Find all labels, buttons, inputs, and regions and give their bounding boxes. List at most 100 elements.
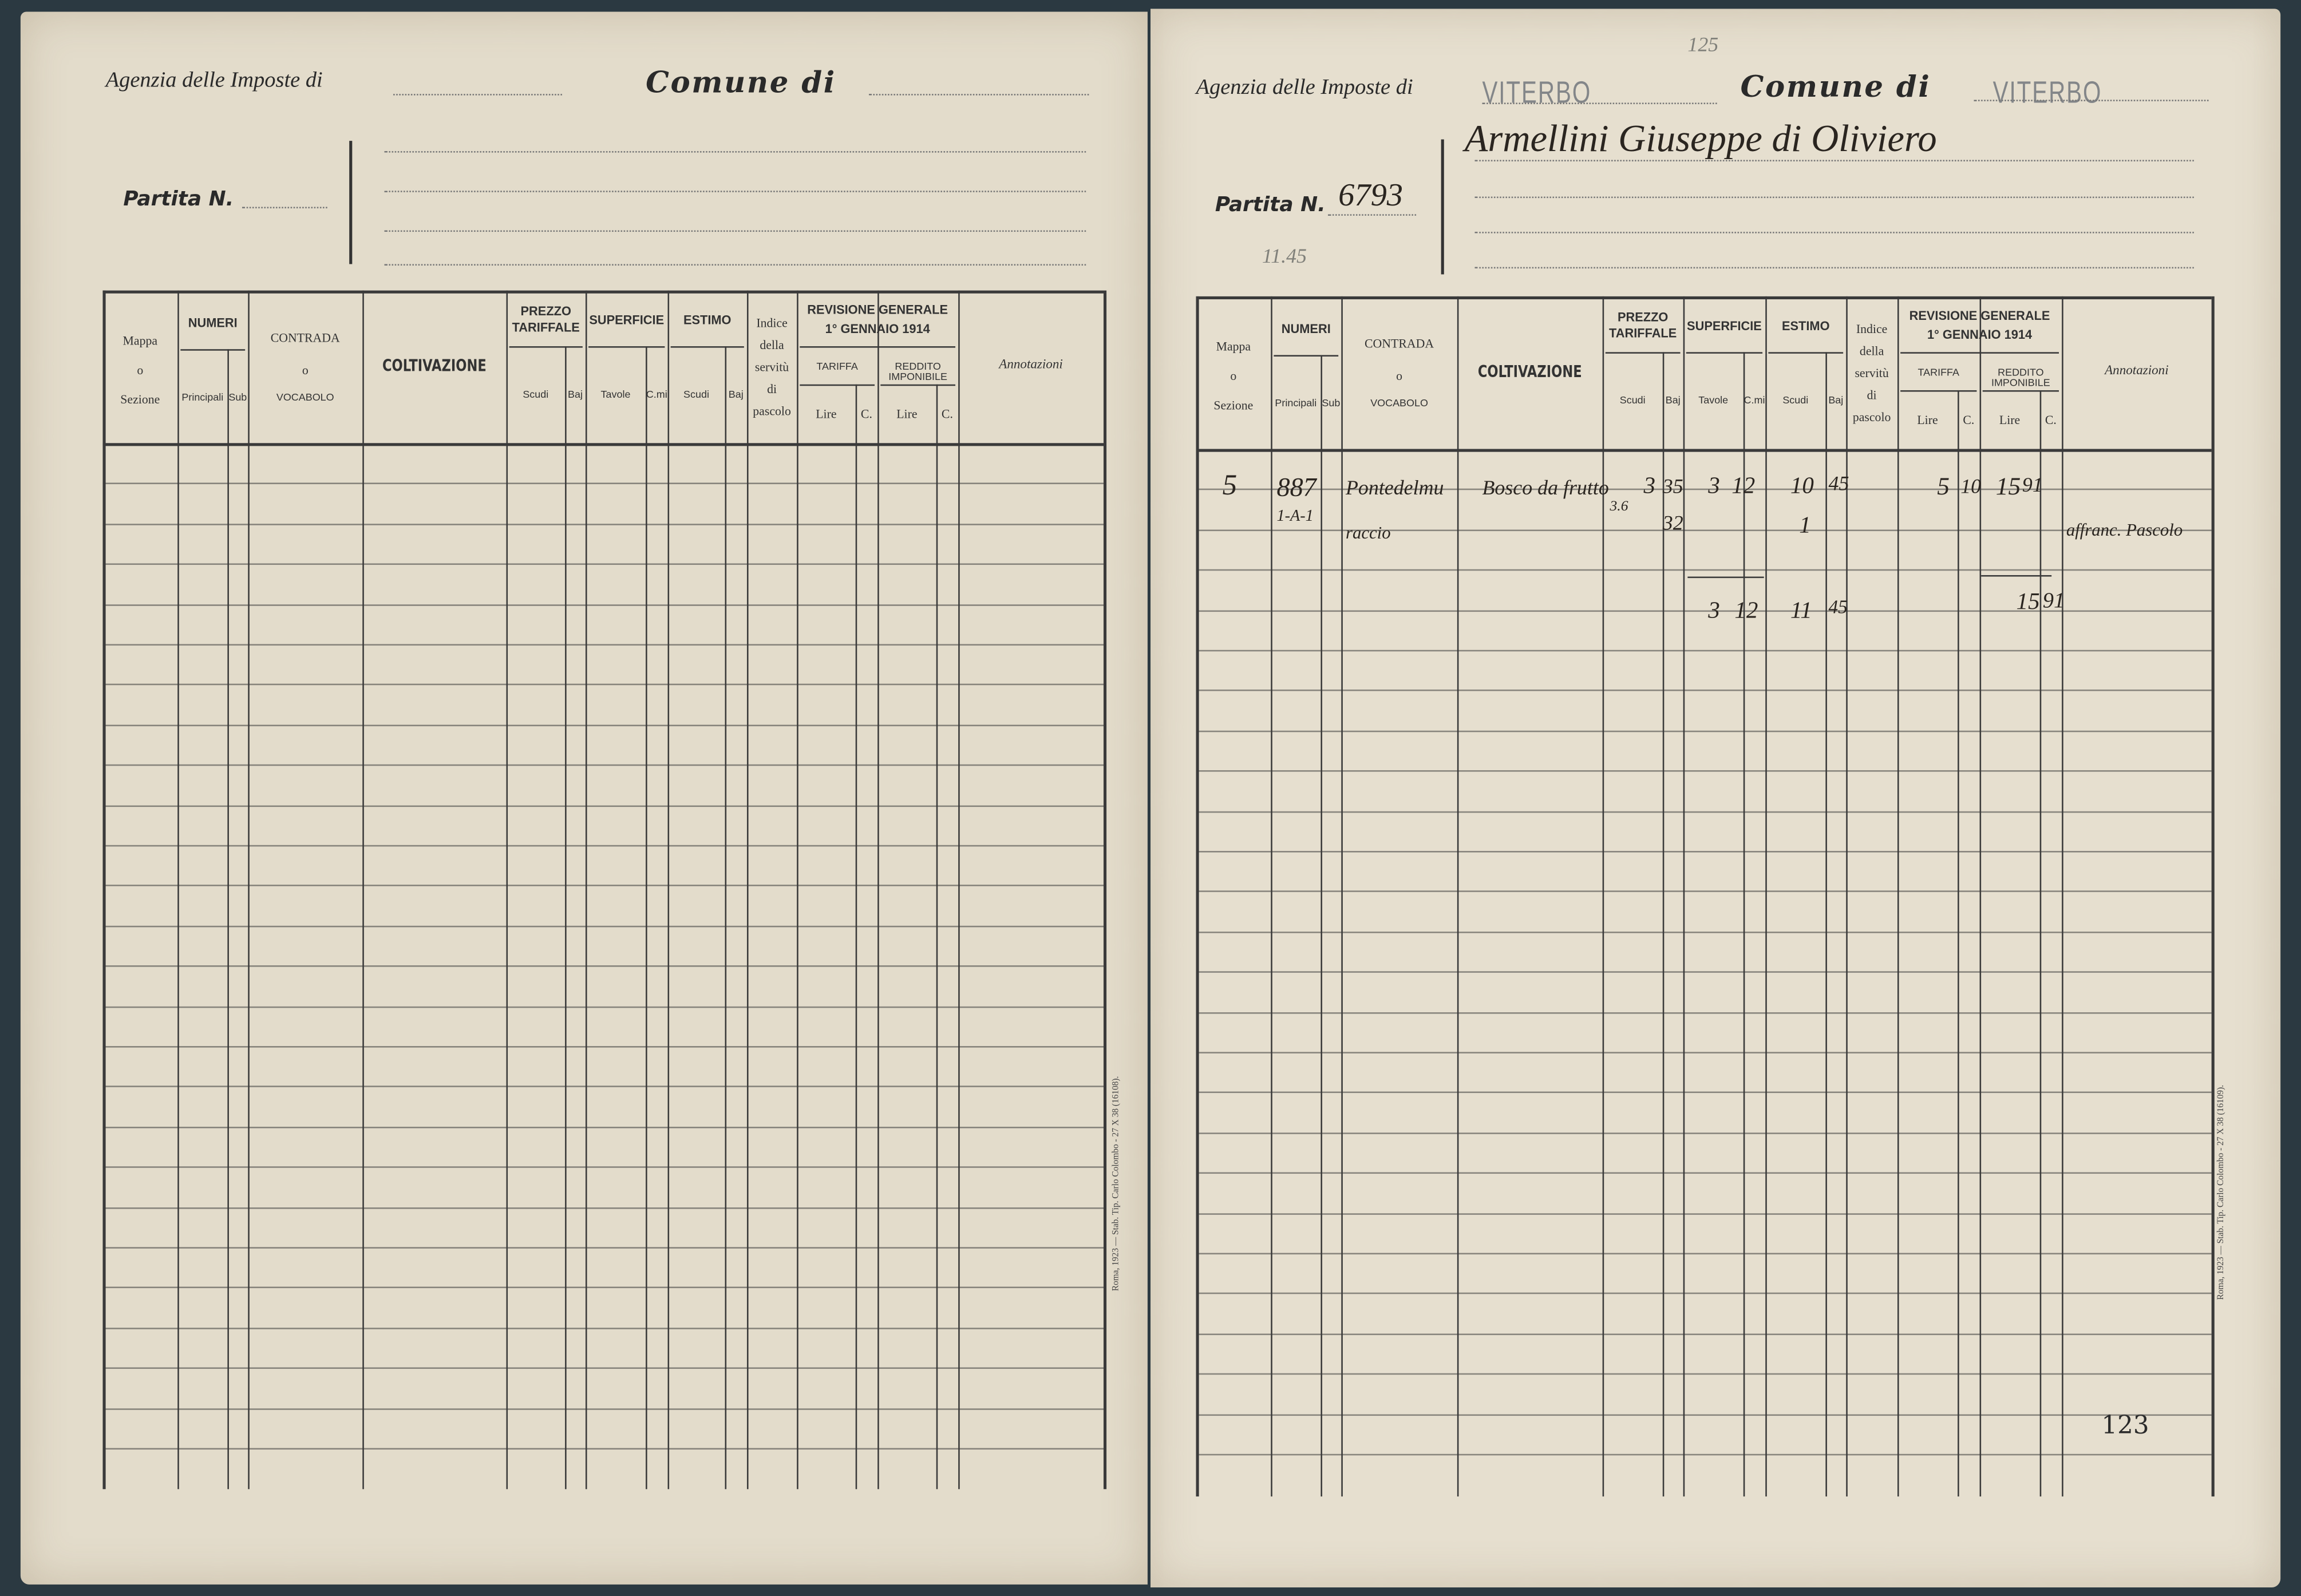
row-line bbox=[102, 1408, 1104, 1409]
column-line bbox=[1103, 290, 1106, 1490]
header-mappa: Mappa bbox=[122, 332, 158, 348]
header-estimo: ESTIMO bbox=[683, 312, 732, 327]
column-line bbox=[1765, 296, 1767, 1497]
header-divider bbox=[800, 346, 956, 348]
header-vocabolo: VOCABOLO bbox=[276, 393, 334, 404]
column-line bbox=[1602, 296, 1604, 1497]
header-coltivazione: COLTIVAZIONE bbox=[382, 357, 487, 376]
total-tavole: 3 bbox=[1708, 599, 1720, 624]
row-line bbox=[102, 523, 1104, 525]
row-line bbox=[102, 684, 1104, 686]
column-line bbox=[877, 290, 879, 1490]
left-page bbox=[20, 11, 1148, 1585]
entry-prezzo-note: 3.6 bbox=[1610, 498, 1628, 515]
header-indice: di bbox=[1867, 387, 1877, 402]
header-vocabolo: VOCABOLO bbox=[1370, 399, 1428, 410]
header-baj: Baj bbox=[1828, 396, 1844, 407]
header-divider bbox=[1768, 352, 1844, 354]
header-c: C. bbox=[2045, 412, 2057, 427]
table-top-border bbox=[102, 290, 1104, 294]
header-indice: servitù bbox=[754, 359, 789, 374]
row-line bbox=[1196, 851, 2212, 852]
column-line bbox=[746, 290, 749, 1490]
header-indice: Indice bbox=[756, 315, 788, 330]
header-tariffa: TARIFFA bbox=[816, 362, 858, 373]
entry-tariffa-c: 10 bbox=[1960, 477, 1982, 499]
header-indice: pascolo bbox=[1852, 409, 1891, 424]
row-line bbox=[1196, 529, 2212, 530]
row-line bbox=[102, 1367, 1104, 1369]
row-line bbox=[1196, 1333, 2212, 1334]
total-estimo-baj: 45 bbox=[1828, 595, 1848, 618]
header-principali: Principali bbox=[181, 393, 224, 404]
header-bottom-border bbox=[102, 443, 1104, 446]
header-indice: di bbox=[767, 381, 777, 397]
header-divider bbox=[1900, 390, 1977, 392]
entry-prezzo-scudi: 3 bbox=[1643, 474, 1655, 499]
header-divider bbox=[1605, 352, 1681, 354]
entry-sub: 1-A-1 bbox=[1276, 508, 1314, 525]
right-page bbox=[1150, 9, 2281, 1588]
column-line bbox=[1683, 296, 1685, 1497]
row-line bbox=[1196, 971, 2212, 973]
header-scudi: Scudi bbox=[523, 390, 549, 401]
column-line bbox=[958, 290, 960, 1490]
column-line bbox=[1457, 296, 1459, 1497]
column-line bbox=[1196, 296, 1199, 1497]
column-line bbox=[1341, 296, 1343, 1497]
header-prezzo: PREZZO bbox=[1617, 309, 1669, 324]
header-revisione: REVISIONE GENERALE bbox=[1909, 308, 2050, 323]
row-line bbox=[102, 1247, 1104, 1248]
agency-stamp: VITERBO bbox=[1482, 76, 1592, 110]
header-superficie: SUPERFICIE bbox=[1687, 318, 1762, 333]
header-scudi: Scudi bbox=[1619, 396, 1646, 407]
subcolumn-line bbox=[1743, 352, 1745, 1497]
total-cmi: 12 bbox=[1734, 599, 1758, 624]
comune-stamp: VITERBO bbox=[1992, 76, 2102, 110]
header-lire: Lire bbox=[1917, 412, 1938, 427]
printer-note: Roma, 1923 — Stab. Tip. Carlo Colombo - … bbox=[2217, 1084, 2227, 1300]
subcolumn-line bbox=[936, 384, 938, 1490]
header-indice: servitù bbox=[1855, 365, 1889, 381]
header-divider bbox=[180, 349, 246, 351]
entry-estimo-scudi-1: 10 bbox=[1790, 474, 1814, 499]
subcolumn-line bbox=[2039, 390, 2041, 1497]
subcolumn-line bbox=[1958, 390, 1959, 1497]
header-sub: Sub bbox=[228, 393, 247, 404]
header-reddito: REDDITO IMPONIBILE bbox=[888, 362, 948, 383]
header-divider bbox=[588, 346, 665, 348]
row-line bbox=[102, 483, 1104, 485]
header-gennaio: 1° GENNAIO 1914 bbox=[1927, 327, 2033, 342]
header-divider bbox=[509, 346, 583, 348]
header-annotazioni: Annotazioni bbox=[999, 357, 1063, 371]
row-line bbox=[1196, 1253, 2212, 1254]
header-tavole: Tavole bbox=[600, 390, 631, 401]
entry-estimo-baj-1: 45 bbox=[1828, 474, 1849, 496]
header-estimo: ESTIMO bbox=[1781, 318, 1830, 333]
owner-name: Armellini Giuseppe di Oliviero bbox=[1464, 117, 1937, 160]
total-estimo-scudi: 11 bbox=[1790, 599, 1812, 624]
row-line bbox=[102, 1045, 1104, 1047]
row-line bbox=[102, 1126, 1104, 1127]
column-line bbox=[1897, 296, 1899, 1497]
header-scudi: Scudi bbox=[683, 390, 709, 401]
header-c: C. bbox=[941, 406, 953, 421]
row-line bbox=[1196, 730, 2212, 731]
page-number: 123 bbox=[2101, 1411, 2149, 1441]
row-line bbox=[102, 1206, 1104, 1208]
row-line bbox=[102, 724, 1104, 726]
entry-contrada-2: raccio bbox=[1346, 522, 1391, 543]
header-mappa: Mappa bbox=[1216, 339, 1251, 354]
agency-label: Agenzia delle Imposte di bbox=[105, 69, 323, 93]
row-line bbox=[1196, 770, 2212, 771]
header-c: C. bbox=[1963, 412, 1975, 427]
header-principali: Principali bbox=[1275, 399, 1317, 410]
row-line bbox=[102, 805, 1104, 806]
header-divider bbox=[800, 384, 875, 386]
partita-label: Partita N. bbox=[1215, 193, 1326, 217]
header-reddito: REDDITO IMPONIBILE bbox=[1991, 368, 2050, 389]
header-divider bbox=[1274, 355, 1339, 357]
row-line bbox=[1196, 1132, 2212, 1134]
row-line bbox=[102, 604, 1104, 605]
subcolumn-line bbox=[1320, 355, 1322, 1497]
